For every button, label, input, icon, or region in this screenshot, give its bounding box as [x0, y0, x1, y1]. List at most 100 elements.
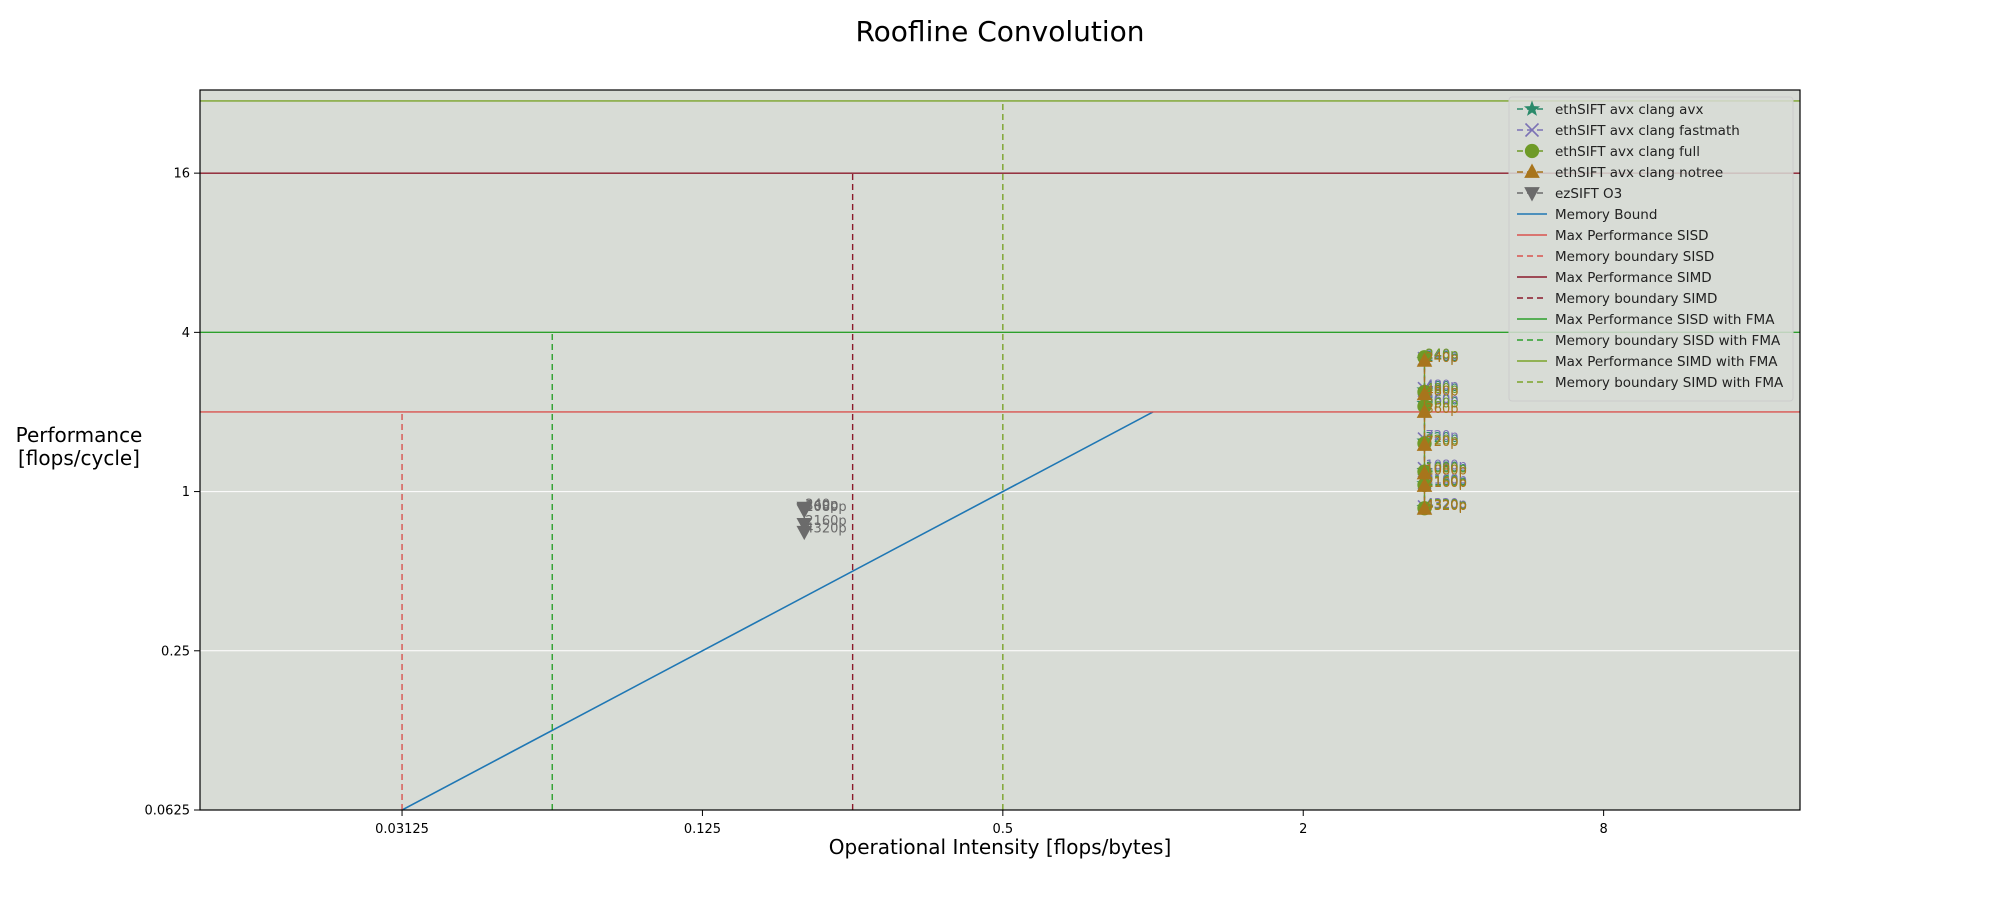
x-tick-label: 0.5 [992, 822, 1013, 837]
legend-entry-max-performance-sisd: Max Performance SISD [1517, 228, 1709, 244]
data-point [1416, 500, 1433, 515]
legend-entry-ethsift-avx-clang-full: ethSIFT avx clang full [1517, 143, 1700, 160]
legend-entry-max-performance-simd-with-fma: Max Performance SIMD with FMA [1517, 354, 1778, 370]
legend-label: ethSIFT avx clang fastmath [1555, 123, 1740, 139]
data-point [1416, 436, 1433, 451]
data-point-label: 240p [1425, 349, 1458, 364]
legend-entry-memory-boundary-simd-with-fma: Memory boundary SIMD with FMA [1517, 375, 1784, 391]
legend-label: ezSIFT O3 [1555, 186, 1622, 202]
data-point-label: 360p [1425, 394, 1458, 409]
chart-title: Roofline Convolution [855, 15, 1144, 48]
plot-frame [199, 89, 1801, 811]
data-point-label: 4320p [1425, 499, 1466, 514]
legend-label: Memory boundary SIMD with FMA [1555, 375, 1784, 391]
legend-marker [1524, 163, 1540, 178]
data-point-label: 720p [1425, 429, 1458, 444]
y-tick-label: 4 [182, 326, 190, 341]
y-axis-ticks: 0.0625 0.25 1 4 16 [145, 167, 200, 819]
data-point-label: 480p [1425, 382, 1458, 397]
legend-label: Memory boundary SISD with FMA [1555, 333, 1781, 349]
x-tick-label: 8 [1599, 822, 1607, 837]
data-point [1416, 465, 1433, 480]
legend-label: Max Performance SISD with FMA [1555, 312, 1775, 328]
data-point-label: 4320p [1425, 498, 1466, 513]
marker-stroke [1524, 122, 1540, 138]
data-point-label: 2160p [1425, 474, 1466, 489]
data-point-label: 4320p [1425, 497, 1466, 512]
data-point-label: 1080p [1425, 462, 1466, 477]
data-point-label: 4320p [1425, 498, 1466, 513]
data-point-label: 240p [1425, 347, 1458, 362]
data-point-label: 240p [1425, 351, 1458, 366]
legend-marker [1524, 122, 1540, 138]
legend-marker [1524, 187, 1540, 202]
memory-bound-line [400, 411, 1154, 810]
legend-box [1508, 96, 1794, 402]
data-point-label: 1080p [1425, 464, 1466, 479]
y-tick-label: 16 [173, 167, 190, 182]
data-point-label: 720p [1425, 431, 1458, 446]
x-tick-label: 0.125 [684, 822, 721, 837]
data-point-label: 480p [1425, 379, 1458, 394]
legend-label: Max Performance SIMD [1555, 270, 1712, 286]
data-point-label: 240p [1425, 350, 1458, 365]
legend-entry-ezsift-o3: ezSIFT O3 [1517, 186, 1622, 202]
data-point-label: 4320p [805, 522, 846, 537]
x-tick-label: 0.03125 [375, 822, 429, 837]
x-axis-ticks: 0.03125 0.125 0.5 2 8 [375, 810, 1608, 837]
data-point-label: 1080p [805, 500, 846, 515]
legend-label: Memory Bound [1555, 207, 1657, 223]
legend-label: ethSIFT avx clang avx [1555, 102, 1703, 118]
data-series: 240p480p360p720p1080p2160p4320p240p480p3… [796, 347, 1467, 541]
data-point-label: 2160p [1425, 476, 1466, 491]
y-tick-label: 0.25 [161, 644, 190, 659]
legend-entry-memory-boundary-simd: Memory boundary SIMD [1517, 291, 1717, 307]
legend: ethSIFT avx clang avx ethSIFT avx clang f… [1508, 96, 1794, 402]
data-point-label: 1080p [1425, 459, 1466, 474]
data-point [796, 504, 813, 519]
data-point-label: 240p [805, 498, 838, 513]
y-tick-label: 1 [182, 485, 190, 500]
data-point [796, 525, 813, 541]
data-point-label: 1080p [1425, 461, 1466, 476]
legend-entry-memory-bound: Memory Bound [1517, 207, 1657, 223]
data-point [1416, 385, 1433, 401]
data-point-label: 360p [805, 499, 838, 514]
data-point-label: 720p [1425, 435, 1458, 450]
data-point-label: 2160p [1425, 473, 1466, 488]
x-axis-label: Operational Intensity [flops/bytes] [829, 835, 1172, 859]
data-point [1416, 403, 1433, 418]
y-axis-label-line: Performance [16, 423, 143, 447]
y-axis-label: Performance [flops/cycle] [16, 423, 143, 470]
legend-entry-ethsift-avx-clang-notree: ethSIFT avx clang notree [1517, 163, 1723, 181]
legend-entry-max-performance-sisd-with-fma: Max Performance SISD with FMA [1517, 312, 1775, 328]
legend-entry-ethsift-avx-clang-fastmath: ethSIFT avx clang fastmath [1517, 122, 1740, 139]
legend-marker [1523, 100, 1541, 116]
data-point-label: 720p [1425, 433, 1458, 448]
legend-label: Max Performance SIMD with FMA [1555, 354, 1778, 370]
data-point-label: 480p [1425, 384, 1458, 399]
legend-entry-memory-boundary-sisd: Memory boundary SISD [1517, 249, 1714, 265]
data-point-label: 360p [1425, 392, 1458, 407]
legend-label: Max Performance SISD [1555, 228, 1709, 244]
y-tick-label: 0.0625 [145, 804, 191, 819]
data-point-label: 2160p [1425, 475, 1466, 490]
legend-label: ethSIFT avx clang full [1555, 144, 1700, 160]
data-point-label: 480p [1425, 380, 1458, 395]
data-point [1416, 352, 1433, 367]
legend-entry-memory-boundary-sisd-with-fma: Memory boundary SISD with FMA [1517, 333, 1781, 349]
legend-label: Memory boundary SIMD [1555, 291, 1717, 307]
y-axis-label-line: [flops/cycle] [18, 446, 140, 470]
legend-entry-ethsift-avx-clang-avx: ethSIFT avx clang avx [1517, 100, 1703, 118]
x-tick-label: 2 [1299, 822, 1307, 837]
legend-label: Memory boundary SISD [1555, 249, 1714, 265]
legend-label: ethSIFT avx clang notree [1555, 165, 1723, 181]
data-point [796, 517, 813, 533]
legend-entry-max-performance-simd: Max Performance SIMD [1517, 270, 1712, 286]
data-point [1416, 477, 1433, 492]
legend-marker [1524, 143, 1540, 159]
data-point-label: 360p [1425, 396, 1458, 411]
